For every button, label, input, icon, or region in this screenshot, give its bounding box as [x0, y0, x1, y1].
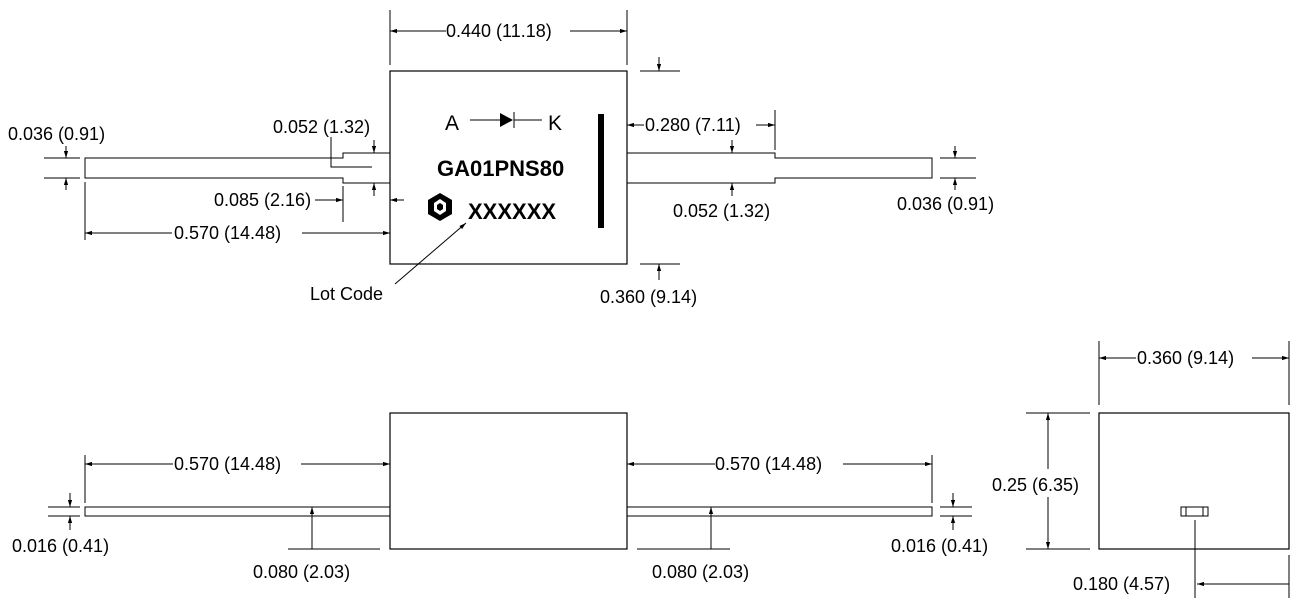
dim-lead-thickness-left: 0.036 (0.91) — [8, 124, 105, 144]
left-lead-outline — [84, 152, 391, 184]
dim-side-lead-length-right: 0.570 (14.48) — [715, 454, 822, 474]
dim-lead-thickness-right: 0.036 (0.91) — [897, 194, 994, 214]
lead-right-side — [626, 506, 933, 517]
dim-side-lead-thickness-right: 0.016 (0.41) — [891, 536, 988, 556]
dim-side-lead-height-left: 0.080 (2.03) — [253, 562, 350, 582]
cathode-band — [598, 114, 604, 228]
dim-end-lead-position: 0.180 (4.57) — [1073, 574, 1170, 594]
right-lead-outline — [626, 152, 933, 184]
dim-lead-step-height-left: 0.052 (1.32) — [273, 117, 370, 137]
dim-lead-step-length: 0.085 (2.16) — [214, 190, 311, 210]
lot-code-leader — [394, 222, 467, 285]
end-view: 0.360 (9.14) 0.25 (6.35) 0.180 (4.57) — [992, 341, 1290, 598]
top-view: A K GA01PNS80 XXXXXX Lot Code 0.440 (11.… — [8, 10, 994, 307]
component-body-side — [389, 412, 628, 550]
dim-side-lead-length-left: 0.570 (14.48) — [174, 454, 281, 474]
dim-lead-step-position-right: 0.280 (7.11) — [645, 115, 741, 135]
dim-body-width: 0.440 (11.18) — [446, 21, 552, 41]
dim-end-height: 0.25 (6.35) — [992, 475, 1079, 495]
lead-end-section — [1180, 506, 1209, 517]
dim-side-lead-thickness-left: 0.016 (0.41) — [12, 536, 109, 556]
diode-symbol-icon — [500, 113, 513, 127]
manufacturer-logo-icon — [428, 193, 452, 221]
component-body-end — [1098, 412, 1290, 550]
lot-code-mark: XXXXXX — [468, 199, 556, 224]
side-view: 0.570 (14.48) 0.570 (14.48) 0.016 (0.41)… — [12, 412, 988, 582]
dim-end-width: 0.360 (9.14) — [1137, 348, 1234, 368]
dim-side-lead-height-right: 0.080 (2.03) — [652, 562, 749, 582]
part-number: GA01PNS80 — [437, 156, 564, 181]
anode-label: A — [445, 112, 459, 135]
dim-lead-length-left: 0.570 (14.48) — [174, 223, 281, 243]
dim-body-height: 0.360 (9.14) — [600, 287, 697, 307]
cathode-label: K — [548, 112, 562, 135]
dim-lead-step-height-right: 0.052 (1.32) — [673, 201, 770, 221]
lot-code-label: Lot Code — [310, 284, 383, 304]
lead-left-side — [84, 506, 391, 517]
component-body-top — [389, 70, 628, 265]
